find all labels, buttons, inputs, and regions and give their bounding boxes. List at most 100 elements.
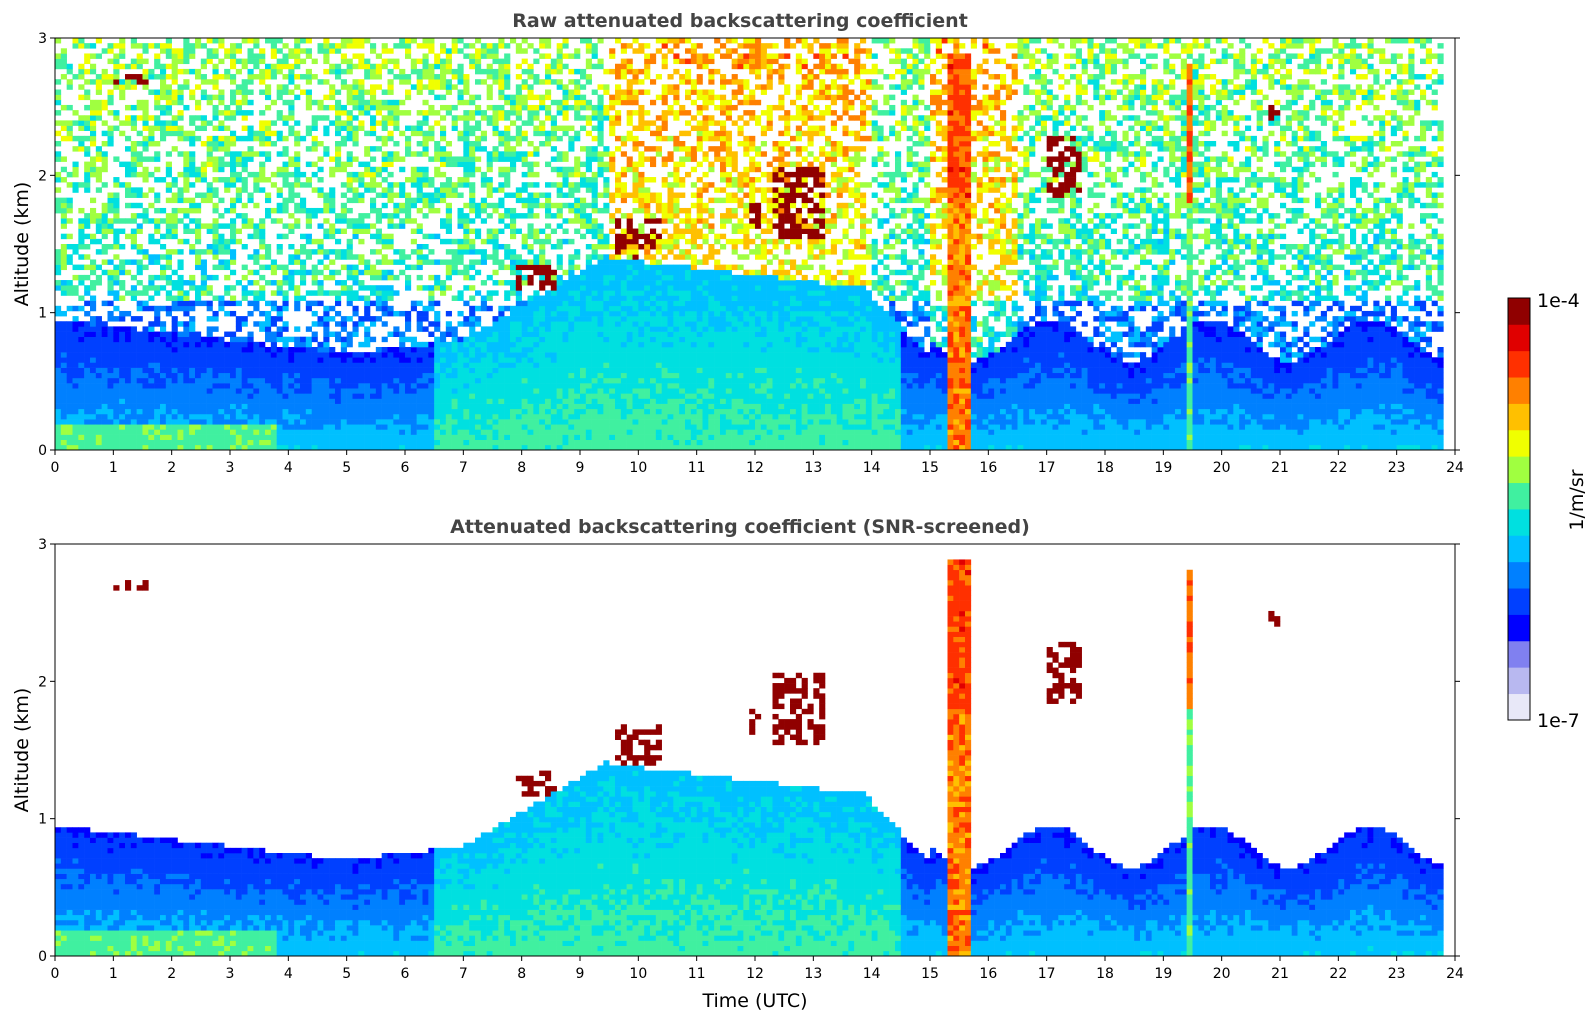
heatmap-cell bbox=[189, 120, 196, 126]
heatmap-cell bbox=[113, 383, 120, 389]
heatmap-cell bbox=[405, 94, 412, 101]
heatmap-cell bbox=[142, 362, 149, 368]
heatmap-cell bbox=[422, 182, 429, 188]
heatmap-cell bbox=[533, 300, 540, 307]
heatmap-cell bbox=[265, 254, 272, 260]
heatmap-cell bbox=[107, 331, 114, 337]
heatmap-cell bbox=[352, 372, 359, 379]
heatmap-cell bbox=[60, 259, 67, 265]
heatmap-cell bbox=[294, 295, 301, 301]
heatmap-cell bbox=[475, 125, 482, 131]
heatmap-cell bbox=[101, 352, 108, 358]
heatmap-cell bbox=[463, 352, 470, 358]
heatmap-cell bbox=[311, 439, 318, 446]
heatmap-cell bbox=[107, 223, 114, 229]
heatmap-cell bbox=[521, 331, 528, 337]
heatmap-cell bbox=[422, 310, 429, 317]
heatmap-cell bbox=[177, 444, 184, 451]
heatmap-cell bbox=[387, 310, 394, 317]
heatmap-cell bbox=[235, 156, 242, 162]
heatmap-cell bbox=[247, 408, 254, 415]
heatmap-cell bbox=[340, 207, 347, 214]
heatmap-cell bbox=[154, 89, 161, 95]
heatmap-cell bbox=[125, 341, 132, 348]
heatmap-cell bbox=[457, 74, 464, 80]
heatmap-cell bbox=[329, 413, 336, 420]
heatmap-cell bbox=[317, 249, 324, 255]
heatmap-cell bbox=[311, 171, 318, 178]
heatmap-cell bbox=[510, 207, 517, 214]
heatmap-cell bbox=[230, 115, 237, 121]
heatmap-cell bbox=[329, 393, 336, 399]
heatmap-cell bbox=[189, 161, 196, 168]
heatmap-cell bbox=[300, 439, 307, 446]
heatmap-cell bbox=[562, 202, 569, 209]
heatmap-cell bbox=[405, 151, 412, 157]
heatmap-cell bbox=[428, 331, 435, 337]
heatmap-cell bbox=[469, 238, 476, 245]
heatmap-cell bbox=[358, 99, 365, 106]
heatmap-cell bbox=[113, 444, 120, 451]
heatmap-cell bbox=[183, 53, 190, 59]
heatmap-cell bbox=[247, 79, 254, 85]
heatmap-cell bbox=[66, 377, 73, 384]
heatmap-cell bbox=[160, 439, 167, 446]
heatmap-cell bbox=[323, 321, 330, 327]
heatmap-cell bbox=[591, 182, 598, 188]
heatmap-cell bbox=[60, 53, 67, 59]
heatmap-cell bbox=[568, 393, 575, 399]
heatmap-cell bbox=[142, 341, 149, 348]
heatmap-cell bbox=[60, 58, 67, 65]
heatmap-cell bbox=[165, 151, 172, 157]
heatmap-cell bbox=[585, 58, 592, 65]
heatmap-cell bbox=[346, 383, 353, 389]
heatmap-cell bbox=[510, 99, 517, 106]
heatmap-cell bbox=[562, 419, 569, 425]
heatmap-cell bbox=[212, 141, 219, 147]
heatmap-cell bbox=[492, 151, 499, 157]
heatmap-cell bbox=[165, 280, 172, 286]
heatmap-cell bbox=[101, 161, 108, 168]
heatmap-cell bbox=[323, 151, 330, 157]
heatmap-cell bbox=[410, 388, 417, 394]
heatmap-cell bbox=[504, 347, 511, 353]
heatmap-cell bbox=[562, 182, 569, 188]
heatmap-cell bbox=[381, 321, 388, 327]
heatmap-cell bbox=[486, 331, 493, 337]
heatmap-cell bbox=[218, 372, 225, 379]
heatmap-cell bbox=[212, 53, 219, 59]
heatmap-cell bbox=[521, 439, 528, 446]
heatmap-cell bbox=[375, 444, 382, 451]
heatmap-cell bbox=[270, 218, 277, 224]
heatmap-cell bbox=[66, 398, 73, 404]
heatmap-cell bbox=[445, 238, 452, 245]
heatmap-cell bbox=[95, 151, 102, 157]
heatmap-cell bbox=[521, 94, 528, 101]
heatmap-cell bbox=[154, 259, 161, 265]
heatmap-cell bbox=[90, 295, 97, 301]
heatmap-cell bbox=[288, 352, 295, 358]
heatmap-cell bbox=[107, 439, 114, 446]
heatmap-cell bbox=[533, 393, 540, 399]
heatmap-cell bbox=[189, 300, 196, 307]
heatmap-cell bbox=[480, 336, 487, 343]
heatmap-cell bbox=[154, 403, 161, 410]
heatmap-cell bbox=[445, 213, 452, 219]
heatmap-cell bbox=[101, 326, 108, 332]
heatmap-cell bbox=[364, 151, 371, 157]
heatmap-cell bbox=[300, 259, 307, 265]
heatmap-cell bbox=[311, 125, 318, 131]
heatmap-cell bbox=[189, 362, 196, 368]
heatmap-cell bbox=[107, 274, 114, 281]
heatmap-cell bbox=[259, 326, 266, 332]
heatmap-cell bbox=[270, 403, 277, 410]
heatmap-cell bbox=[498, 357, 505, 363]
heatmap-cell bbox=[591, 326, 598, 332]
heatmap-cell bbox=[259, 166, 266, 173]
heatmap-cell bbox=[84, 120, 91, 126]
heatmap-cell bbox=[265, 377, 272, 384]
heatmap-cell bbox=[78, 135, 85, 142]
heatmap-cell bbox=[265, 434, 272, 440]
heatmap-cell bbox=[84, 326, 91, 332]
heatmap-cell bbox=[305, 424, 312, 430]
